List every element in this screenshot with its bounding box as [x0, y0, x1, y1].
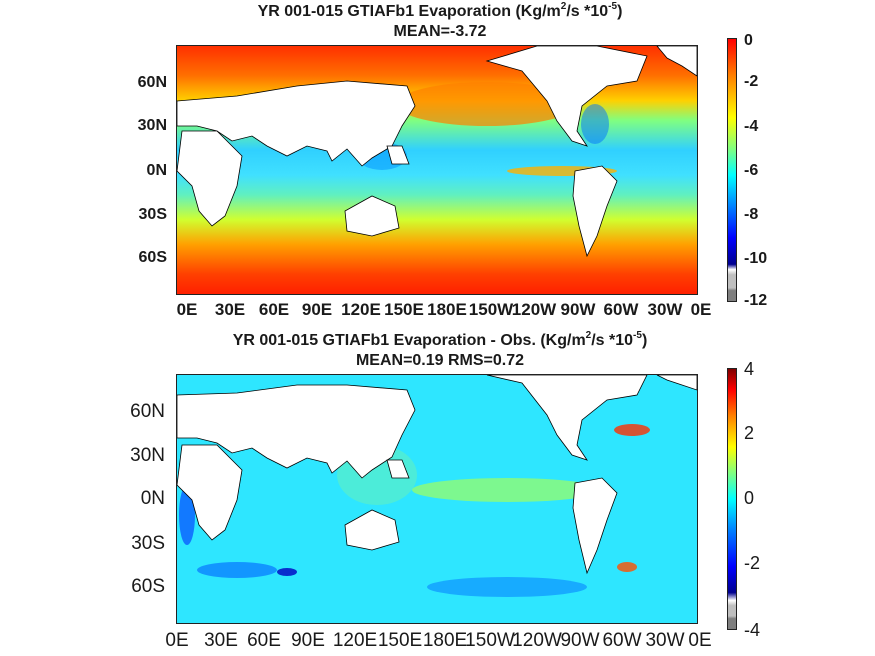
- panel1-xticks: 0E 30E 60E 90E 120E 150E 180E 150W 120W …: [160, 300, 720, 324]
- panel1-xtick: 0E: [690, 300, 712, 319]
- panel1-cbtick: -4: [744, 118, 759, 135]
- panel2-xtick: 150W: [465, 630, 515, 651]
- panel1-ytick: 60N: [137, 74, 167, 91]
- panel2-xtick: 0E: [165, 630, 189, 651]
- panel2-xtick: 30E: [204, 630, 238, 651]
- panel1-map: [176, 45, 698, 295]
- panel1-cbtick: 0: [744, 32, 753, 49]
- panel2-map: [176, 374, 698, 624]
- panel1-title: YR 001-015 GTIAFb1 Evaporation (Kg/m2/s …: [257, 1, 623, 21]
- panel1-cbtick: -10: [744, 250, 768, 267]
- panel2-xtick: 60W: [602, 630, 642, 651]
- panel2-ytick: 0N: [140, 488, 165, 509]
- panel1-xtick: 60E: [258, 300, 290, 319]
- panel2-cbtick: 2: [744, 423, 755, 443]
- panel2-colorbar: [727, 368, 737, 630]
- panel2-ytick: 30N: [130, 445, 165, 466]
- panel1-xtick: 60W: [603, 300, 639, 319]
- panel2-cbtick: -4: [744, 620, 761, 640]
- panel1-cbtick: -8: [744, 206, 759, 223]
- panel1-xtick: 120W: [511, 300, 557, 319]
- panel2-xtick: 90W: [560, 630, 600, 651]
- panel2-xtick: 120W: [512, 630, 562, 651]
- panel2-xtick: 120E: [332, 630, 378, 651]
- panel1-subtitle: MEAN=-3.72: [393, 23, 487, 40]
- panel1-ytick: 0N: [146, 162, 167, 179]
- panel1-cbtick: -12: [744, 292, 768, 309]
- panel2-xtick: 60E: [247, 630, 281, 651]
- panel2-cbtick: 4: [744, 359, 755, 379]
- panel1-xtick: 30W: [647, 300, 683, 319]
- panel2-xtick: 0E: [688, 630, 712, 651]
- panel2-ytick: 60N: [130, 401, 165, 422]
- panel2-cbtick: 0: [744, 488, 755, 508]
- panel1-xtick: 90E: [301, 300, 333, 319]
- panel2-xtick: 90E: [291, 630, 325, 651]
- panel2-xtick: 150E: [377, 630, 423, 651]
- panel1-xtick: 150W: [468, 300, 514, 319]
- panel2-xtick: 30W: [645, 630, 685, 651]
- panel2-subtitle: MEAN=0.19 RMS=0.72: [355, 352, 525, 369]
- panel1-cbtick: -2: [744, 73, 759, 90]
- panel1-land: [177, 46, 697, 258]
- panel1-xtick: 180E: [427, 300, 467, 319]
- panel1-xtick: 30E: [214, 300, 246, 319]
- panel1-ytick: 30S: [138, 206, 167, 223]
- panel1-xtick: 0E: [176, 300, 198, 319]
- panel2-cbtick: -2: [744, 553, 761, 573]
- panel2-ytick: 60S: [131, 576, 165, 597]
- panel1-xtick: 150E: [384, 300, 424, 319]
- panel1-xtick: 120E: [341, 300, 381, 319]
- panel2-xtick: 180E: [422, 630, 468, 651]
- panel1-ytick: 30N: [137, 117, 167, 134]
- panel2-xticks: 0E 30E 60E 90E 120E 150E 180E 150W 120W …: [160, 630, 720, 654]
- panel1-ytick: 60S: [138, 249, 167, 266]
- panel1-xtick: 90W: [560, 300, 596, 319]
- panel1-colorbar: [727, 38, 737, 302]
- panel2-land: [177, 375, 697, 575]
- panel1-cbtick: -6: [744, 162, 759, 179]
- panel2-title: YR 001-015 GTIAFb1 Evaporation - Obs. (K…: [232, 330, 648, 350]
- panel2-ytick: 30S: [131, 533, 165, 554]
